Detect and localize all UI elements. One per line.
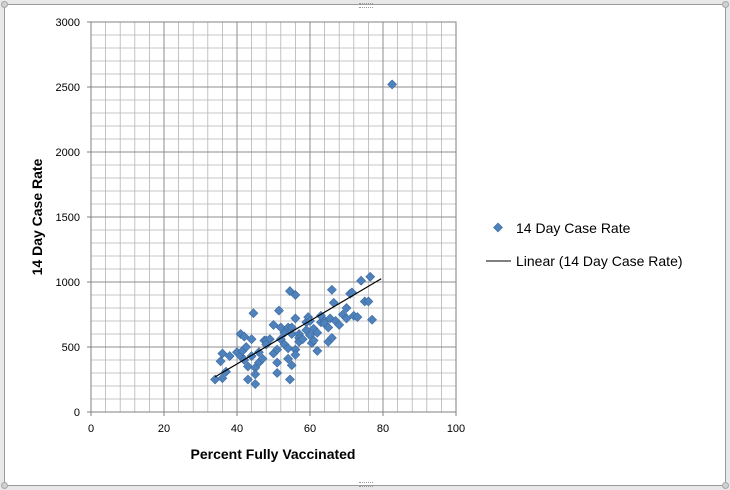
data-point xyxy=(290,290,301,300)
y-tick-label: 1000 xyxy=(56,277,80,289)
data-points xyxy=(210,79,398,389)
data-point xyxy=(356,275,367,286)
resize-handle-bottom-left[interactable] xyxy=(1,482,8,489)
y-tick-label: 2000 xyxy=(56,147,80,159)
y-axis-title: 14 Day Case Rate xyxy=(29,158,45,275)
data-point xyxy=(290,349,301,360)
x-axis-title: Percent Fully Vaccinated xyxy=(191,446,356,462)
x-tick-label: 60 xyxy=(304,423,316,435)
data-point xyxy=(250,369,261,380)
resize-grip-bottom[interactable] xyxy=(359,482,373,487)
data-point xyxy=(328,297,339,308)
y-tick-label: 500 xyxy=(62,342,80,354)
data-point xyxy=(286,360,297,371)
data-point xyxy=(243,361,253,372)
data-point xyxy=(239,331,250,342)
x-tick-label: 20 xyxy=(158,423,170,435)
data-point xyxy=(363,296,374,307)
data-point xyxy=(367,314,377,325)
data-point xyxy=(334,319,345,330)
y-tick-label: 0 xyxy=(74,407,80,419)
resize-handle-bottom-right[interactable] xyxy=(722,482,729,489)
legend[interactable]: 14 Day Case Rate Linear (14 Day Case Rat… xyxy=(486,220,683,269)
data-point xyxy=(268,319,279,330)
resize-handle-top-right[interactable] xyxy=(722,1,729,8)
data-point xyxy=(257,353,268,364)
data-point xyxy=(341,303,352,313)
data-point xyxy=(246,334,257,345)
data-point xyxy=(326,284,337,295)
data-point xyxy=(387,79,398,90)
data-point xyxy=(248,308,259,319)
legend-item-trendline: Linear (14 Day Case Rate) xyxy=(486,253,683,269)
data-point xyxy=(283,353,294,364)
data-point xyxy=(272,368,283,378)
legend-item-scatter: 14 Day Case Rate xyxy=(493,220,631,236)
data-point xyxy=(326,332,337,343)
data-point xyxy=(217,348,228,359)
data-point xyxy=(224,351,235,362)
x-axis-ticks: 0 20 40 60 80 100 xyxy=(88,412,465,435)
data-point xyxy=(215,356,226,367)
data-point xyxy=(264,334,275,345)
data-point xyxy=(243,374,253,385)
x-tick-label: 100 xyxy=(447,423,465,435)
data-point xyxy=(283,343,294,354)
y-tick-label: 3000 xyxy=(56,17,80,29)
data-point xyxy=(272,357,283,368)
y-tick-label: 2500 xyxy=(56,82,80,94)
data-point xyxy=(352,312,363,323)
data-point xyxy=(297,334,308,345)
x-tick-label: 80 xyxy=(377,423,389,435)
data-point xyxy=(285,374,295,385)
legend-label-trendline: Linear (14 Day Case Rate) xyxy=(516,253,683,269)
data-point xyxy=(250,379,261,389)
y-axis-ticks: 0 500 1000 1500 2000 2500 3000 xyxy=(56,17,91,419)
data-point xyxy=(323,322,334,333)
data-point xyxy=(365,271,376,282)
trendline-group xyxy=(214,278,382,378)
data-point xyxy=(312,327,323,338)
data-point xyxy=(241,342,252,352)
data-point xyxy=(272,344,283,355)
data-point xyxy=(290,313,301,324)
data-point xyxy=(341,313,352,324)
resize-handle-top-left[interactable] xyxy=(1,1,8,8)
data-point xyxy=(308,335,319,346)
data-point xyxy=(217,373,228,384)
legend-label-scatter: 14 Day Case Rate xyxy=(516,220,631,236)
y-tick-label: 1500 xyxy=(56,212,80,224)
legend-marker-diamond xyxy=(493,222,503,233)
data-point xyxy=(274,305,284,316)
x-tick-label: 0 xyxy=(88,423,94,435)
resize-grip-top[interactable] xyxy=(359,3,373,8)
data-point xyxy=(312,345,323,356)
data-point xyxy=(286,329,297,339)
x-tick-label: 40 xyxy=(231,423,243,435)
trendline xyxy=(214,278,382,378)
